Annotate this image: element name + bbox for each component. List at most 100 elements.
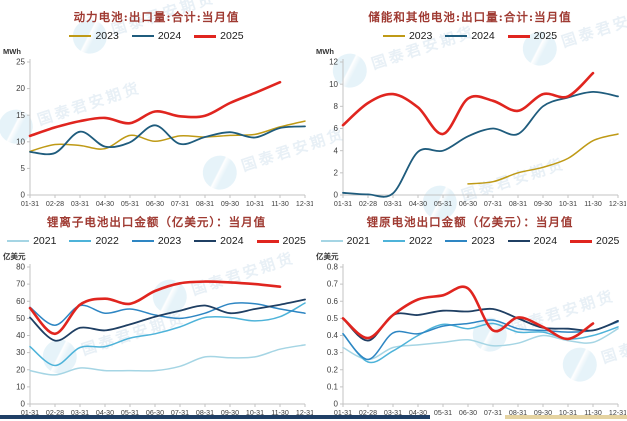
line-chart: 0 10 20 30 40 50 60 70 80 01-31 02-28 03-31 04-30 05-…: [3, 251, 313, 417]
y-tick-label: 20: [16, 365, 25, 374]
y-tick-label: 0.8: [327, 263, 339, 272]
y-axis-unit-label: MWh: [3, 47, 21, 56]
x-tick-label: 12-31: [609, 200, 626, 208]
legend-swatch: [382, 35, 405, 37]
x-tick-label: 09-30: [221, 409, 239, 417]
y-tick-label: 15: [16, 111, 25, 120]
x-tick-label: 05-31: [121, 200, 139, 208]
y-tick-label: 60: [16, 297, 25, 306]
legend-label: 2023: [408, 30, 433, 42]
x-tick-label: 01-31: [21, 200, 39, 208]
x-tick-label: 04-30: [409, 409, 427, 417]
series-line-2024: [29, 124, 306, 156]
legend-item-2024: 2024: [194, 235, 244, 247]
x-tick-label: 11-30: [271, 409, 289, 417]
legend-label: 2024: [533, 235, 558, 247]
y-tick-label: 0.5: [327, 314, 339, 323]
legend-label: 2024: [157, 30, 182, 42]
y-tick-label: 10: [16, 137, 25, 146]
legend-label: 2022: [408, 235, 433, 247]
legend-item-2021: 2021: [7, 235, 56, 247]
chart-legend: 2023 2024 2025: [313, 29, 627, 43]
x-tick-label: 11-30: [584, 409, 602, 417]
chart-panel-power-battery-export: 动力电池:出口量:合计:当月值 2023 2024 2025 0 5 10 15 20 25 0…: [0, 0, 313, 208]
series-line-2021: [342, 327, 619, 361]
x-tick-label: 01-31: [334, 409, 352, 417]
chart-title: 锂离子电池出口金额（亿美元）：当月值: [46, 215, 267, 229]
y-axis-unit-label: 亿美元: [316, 251, 339, 261]
y-tick-label: 80: [16, 263, 25, 272]
y-tick-label: 0.4: [327, 331, 339, 340]
x-tick-label: 01-31: [334, 200, 352, 208]
x-tick-label: 06-30: [459, 200, 477, 208]
y-axis-unit-label: MWh: [316, 47, 334, 56]
y-tick-label: 5: [21, 164, 26, 173]
legend-item-2022: 2022: [69, 235, 119, 247]
x-tick-label: 02-28: [46, 409, 64, 417]
chart-legend: 2021 2022 2023 2024 2025: [0, 234, 313, 248]
chart-panel-storage-battery-export: 储能和其他电池:出口量:合计:当月值 2023 2024 2025 0 2 4 6 8 10 1…: [313, 0, 627, 208]
x-tick-label: 09-30: [534, 200, 552, 208]
x-tick-label: 03-31: [384, 409, 402, 417]
legend-swatch: [507, 240, 530, 242]
x-tick-label: 12-31: [296, 200, 313, 208]
legend-item-2023: 2023: [131, 235, 182, 247]
y-tick-label: 8: [334, 102, 339, 111]
legend-swatch: [507, 34, 530, 38]
y-tick-label: 0.1: [327, 382, 339, 391]
legend-label: 2024: [220, 235, 244, 247]
legend-swatch: [131, 240, 154, 242]
x-tick-label: 01-31: [21, 409, 39, 417]
footer-accent-bar-navy: [0, 415, 430, 419]
x-tick-label: 10-31: [246, 409, 264, 417]
y-tick-label: 6: [334, 124, 339, 133]
legend-swatch: [131, 35, 154, 37]
x-tick-label: 03-31: [71, 200, 89, 208]
chart-legend: 2021 2022 2023 2024 2025: [313, 234, 627, 248]
x-tick-label: 02-28: [46, 200, 64, 208]
legend-swatch: [194, 240, 217, 242]
legend-item-2023: 2023: [445, 235, 495, 247]
y-tick-label: 40: [16, 331, 25, 340]
chart-panel-liprimary-export-value: 锂原电池出口金额（亿美元）：当月值 2021 2022 2023 2024 2025 0…: [313, 205, 627, 417]
x-tick-label: 08-31: [196, 200, 214, 208]
y-tick-label: 0: [334, 400, 339, 409]
legend-label: 2025: [282, 235, 306, 247]
y-tick-label: 30: [16, 348, 25, 357]
x-tick-label: 08-31: [509, 200, 527, 208]
y-tick-label: 4: [334, 146, 339, 155]
chart-title: 储能和其他电池:出口量:合计:当月值: [368, 10, 572, 24]
x-tick-label: 06-30: [146, 200, 164, 208]
legend-swatch: [445, 35, 468, 37]
y-tick-label: 2: [334, 168, 339, 177]
x-tick-label: 04-30: [96, 200, 114, 208]
y-tick-label: 0.2: [327, 365, 339, 374]
legend-swatch: [382, 240, 405, 242]
x-tick-label: 02-28: [359, 200, 377, 208]
legend-item-2025: 2025: [256, 235, 306, 247]
chart-legend: 2023 2024 2025: [0, 29, 313, 43]
x-tick-label: 04-30: [409, 200, 427, 208]
chart-title: 锂原电池出口金额（亿美元）：当月值: [366, 215, 574, 229]
legend-label: 2021: [33, 235, 57, 247]
legend-item-2021: 2021: [320, 235, 370, 247]
y-tick-label: 70: [16, 280, 25, 289]
x-tick-label: 07-31: [484, 200, 502, 208]
legend-label: 2023: [157, 235, 182, 247]
legend-item-2024: 2024: [131, 30, 182, 42]
legend-label: 2025: [533, 30, 558, 42]
x-tick-label: 07-31: [484, 409, 502, 417]
series-line-2024: [342, 90, 619, 198]
x-tick-label: 05-31: [121, 409, 139, 417]
x-tick-label: 03-31: [384, 200, 402, 208]
x-tick-label: 10-31: [246, 200, 264, 208]
series-line-2025: [28, 80, 282, 138]
x-tick-label: 11-30: [271, 200, 289, 208]
legend-item-2025: 2025: [570, 235, 619, 247]
y-tick-label: 50: [16, 314, 25, 323]
series-line-2025: [341, 285, 595, 341]
y-tick-label: 12: [329, 58, 338, 67]
chart-panel-liion-export-value: 锂离子电池出口金额（亿美元）：当月值 2021 2022 2023 2024 2025 …: [0, 205, 313, 417]
